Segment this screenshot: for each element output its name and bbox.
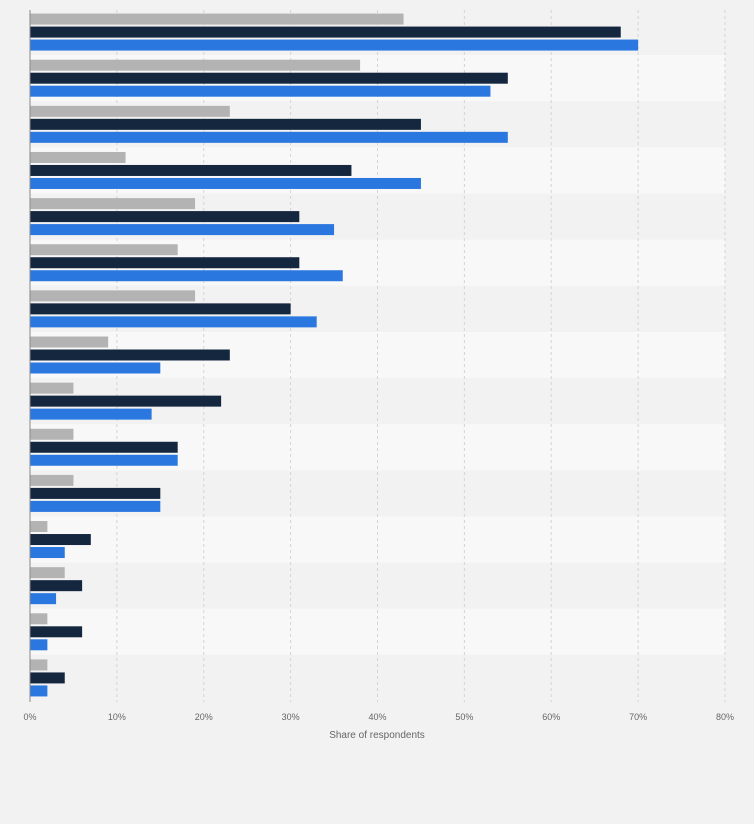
- bar: [30, 672, 65, 684]
- x-tick-label: 80%: [716, 712, 734, 722]
- x-tick-labels: 0% 10% 20% 30% 40% 50% 60% 70% 80%: [23, 712, 734, 722]
- bar: [30, 613, 48, 625]
- bar: [30, 408, 152, 420]
- bar: [30, 534, 91, 546]
- bar: [30, 105, 230, 117]
- bar: [30, 593, 57, 605]
- bar: [30, 659, 48, 671]
- bar: [30, 639, 48, 651]
- x-tick-label: 50%: [455, 712, 473, 722]
- bar: [30, 316, 317, 328]
- bar: [30, 382, 74, 394]
- bar: [30, 164, 352, 176]
- bar: [30, 118, 421, 130]
- x-axis-label: Share of respondents: [329, 730, 425, 741]
- bar: [30, 521, 48, 533]
- bar: [30, 685, 48, 697]
- bar: [30, 336, 109, 348]
- bar: [30, 567, 65, 579]
- x-tick-label: 0%: [23, 712, 36, 722]
- bar: [30, 362, 161, 374]
- bar: [30, 244, 178, 256]
- bar: [30, 26, 621, 38]
- x-tick-label: 20%: [195, 712, 213, 722]
- x-tick-label: 40%: [368, 712, 386, 722]
- x-tick-label: 70%: [629, 712, 647, 722]
- bar: [30, 85, 491, 97]
- bar: [30, 151, 126, 163]
- bar: [30, 39, 639, 51]
- bar: [30, 198, 196, 210]
- bar: [30, 303, 291, 315]
- bar: [30, 487, 161, 499]
- bar: [30, 224, 335, 236]
- bar: [30, 290, 196, 302]
- bar: [30, 580, 83, 592]
- bar: [30, 211, 300, 223]
- bar: [30, 72, 508, 84]
- bar: [30, 500, 161, 512]
- bar: [30, 428, 74, 440]
- bar: [30, 270, 343, 282]
- bar: [30, 59, 361, 71]
- bar: [30, 454, 178, 466]
- bar: [30, 547, 65, 559]
- bar: [30, 626, 83, 638]
- bar: [30, 131, 508, 143]
- x-tick-label: 60%: [542, 712, 560, 722]
- bars: [30, 13, 639, 697]
- x-tick-label: 30%: [282, 712, 300, 722]
- bar: [30, 13, 404, 25]
- bar: [30, 474, 74, 486]
- bar: [30, 441, 178, 453]
- bar: [30, 177, 421, 189]
- bar: [30, 257, 300, 269]
- x-tick-label: 10%: [108, 712, 126, 722]
- bar: [30, 349, 230, 361]
- bar: [30, 395, 222, 407]
